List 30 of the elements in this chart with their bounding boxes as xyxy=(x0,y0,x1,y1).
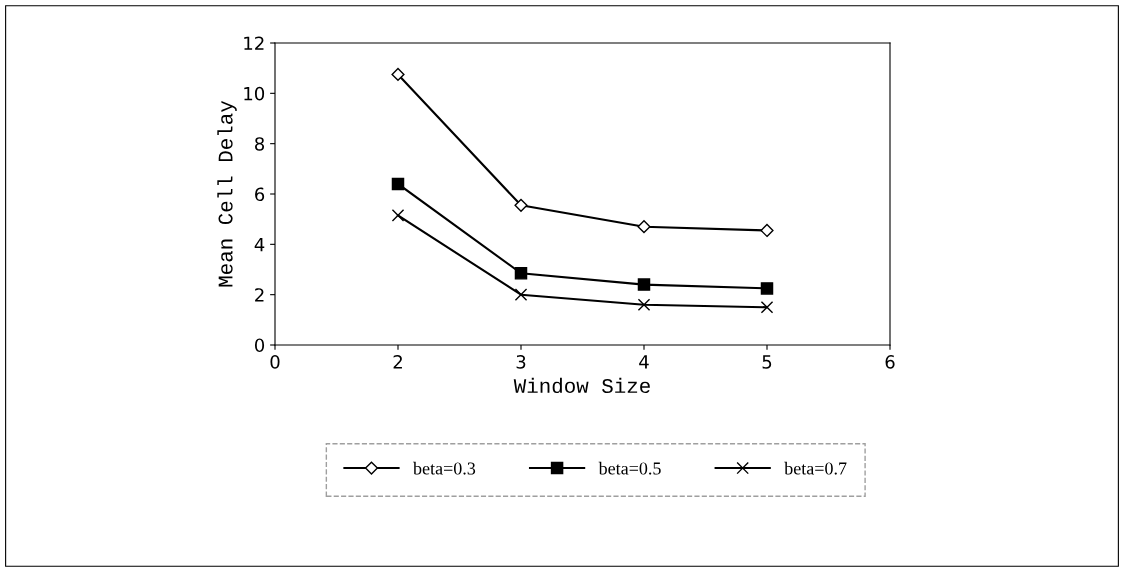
x-tick-label: 5 xyxy=(762,355,772,369)
point xyxy=(637,278,651,291)
x-tick-label: 0 xyxy=(270,355,280,369)
legend-label: beta=0.7 xyxy=(784,461,847,475)
point xyxy=(760,223,774,238)
point xyxy=(760,282,774,295)
point xyxy=(637,298,651,311)
point xyxy=(760,300,774,314)
x-axis-title: Window Size xyxy=(513,377,650,394)
point xyxy=(391,209,405,222)
x-tick-label: 4 xyxy=(639,355,649,369)
legend-label: beta=0.3 xyxy=(413,461,476,475)
x-tick-label: 2 xyxy=(393,355,402,369)
legend-label: beta=0.5 xyxy=(598,461,661,475)
y-tick-label: 12 xyxy=(244,36,264,50)
point xyxy=(637,220,651,234)
point xyxy=(391,67,405,82)
y-axis-title: Mean Cell Delay xyxy=(217,100,237,287)
y-tick-label: 4 xyxy=(254,238,265,252)
y-tick-label: 8 xyxy=(255,137,265,151)
y-tick-label: 10 xyxy=(244,86,265,101)
y-tick-label: 2 xyxy=(255,288,264,302)
point xyxy=(514,198,528,212)
point xyxy=(514,267,528,280)
y-tick-label: 0 xyxy=(254,338,265,353)
y-tick-label: 6 xyxy=(255,187,265,202)
point xyxy=(391,177,405,191)
x-tick-label: 3 xyxy=(516,355,526,369)
x-tick-label: 6 xyxy=(885,355,895,369)
point xyxy=(514,288,528,301)
